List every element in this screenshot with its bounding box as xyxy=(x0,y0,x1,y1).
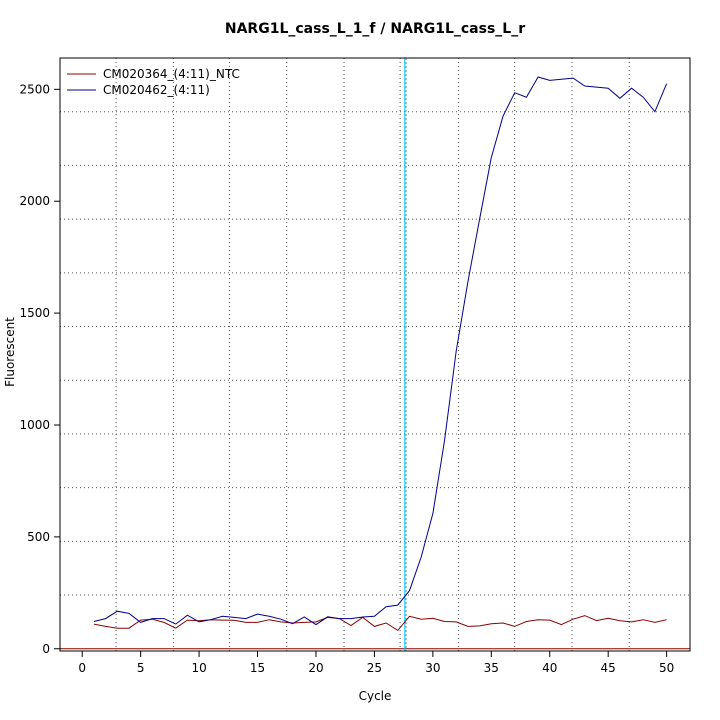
x-axis-label: Cycle xyxy=(359,689,392,703)
series-lines xyxy=(93,76,668,632)
y-tick-label: 1500 xyxy=(19,306,50,320)
x-tick-label: 20 xyxy=(308,661,323,675)
x-tick-label: 5 xyxy=(137,661,145,675)
legend: CM020364_(4:11)_NTC CM020462_(4:11) xyxy=(67,67,240,97)
plot-frame xyxy=(59,57,691,652)
series-line-1 xyxy=(93,615,667,632)
x-tick-label: 35 xyxy=(484,661,499,675)
x-tick-label: 30 xyxy=(425,661,440,675)
series-line-2 xyxy=(93,76,668,626)
chart-title: NARG1L_cass_L_1_f / NARG1L_cass_L_r xyxy=(225,21,525,37)
y-tick-label: 1000 xyxy=(19,418,50,432)
y-tick-label: 0 xyxy=(42,642,50,656)
y-axis-ticks: 0 500 1000 1500 2000 2500 xyxy=(19,82,60,656)
threshold-group xyxy=(404,58,407,651)
y-tick-label: 2500 xyxy=(19,82,50,96)
legend-label-1: CM020364_(4:11)_NTC xyxy=(103,67,240,81)
x-tick-label: 10 xyxy=(191,661,206,675)
x-tick-label: 45 xyxy=(601,661,616,675)
x-tick-label: 0 xyxy=(78,661,86,675)
legend-label-2: CM020462_(4:11) xyxy=(103,83,210,97)
x-tick-label: 25 xyxy=(367,661,382,675)
y-axis-label: Fluorescent xyxy=(3,317,17,387)
x-axis-ticks: 0 5 10 15 20 25 30 35 40 45 50 xyxy=(78,651,674,675)
y-tick-label: 500 xyxy=(27,530,50,544)
x-tick-label: 50 xyxy=(659,661,674,675)
y-tick-label: 2000 xyxy=(19,194,50,208)
x-tick-label: 40 xyxy=(542,661,557,675)
x-tick-label: 15 xyxy=(250,661,265,675)
grid-lines xyxy=(60,58,690,651)
